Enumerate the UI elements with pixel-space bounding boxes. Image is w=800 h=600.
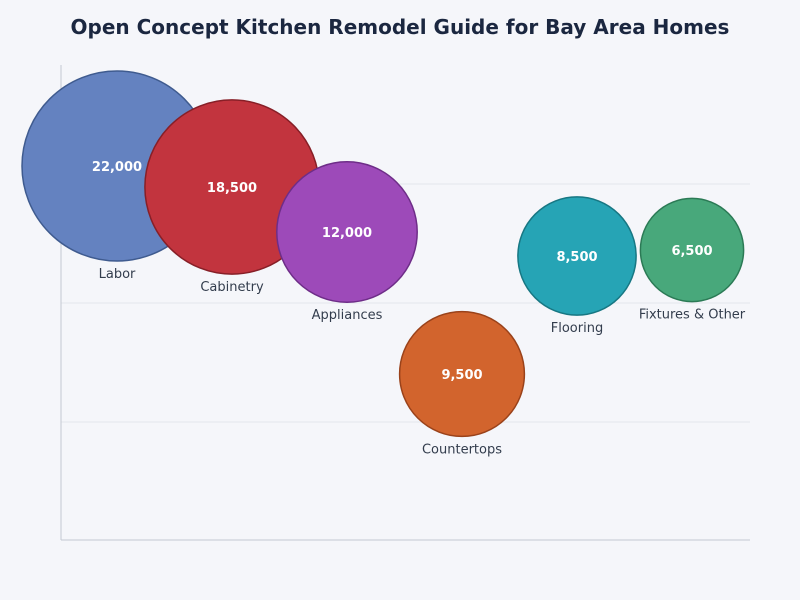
bubble-category-label: Countertops [422,442,502,457]
bubble-layer: 22,000 Labor 18,500 Cabinetry 12,000 Applianc… [21,70,746,457]
bubble-category-label: Fixtures & Other [639,308,746,323]
bubble-value-label: 6,500 [671,244,712,259]
bubble-group-flooring: 8,500 Flooring [517,196,637,336]
bubble-fixtures-and-other[interactable] [639,197,745,303]
bubble-category-label: Appliances [312,308,383,323]
bubble-category-label: Cabinetry [200,280,264,295]
bubble-value-label: 8,500 [556,250,597,265]
bubble-value-label: 18,500 [207,181,257,196]
bubble-countertops[interactable] [398,310,526,438]
bubble-group-countertops: 9,500 Countertops [398,310,526,457]
bubble-appliances[interactable] [276,161,418,303]
bubble-category-label: Labor [99,267,136,282]
bubble-group-fixtures-and-other: 6,500 Fixtures & Other [639,197,746,323]
bubble-value-label: 22,000 [92,160,142,175]
chart-title: Open Concept Kitchen Remodel Guide for B… [71,15,730,39]
bubble-group-appliances: 12,000 Appliances [276,161,418,323]
bubble-flooring[interactable] [517,196,637,316]
bubble-category-label: Flooring [551,321,603,336]
bubble-value-label: 12,000 [322,226,372,241]
bubble-value-label: 9,500 [441,368,482,383]
